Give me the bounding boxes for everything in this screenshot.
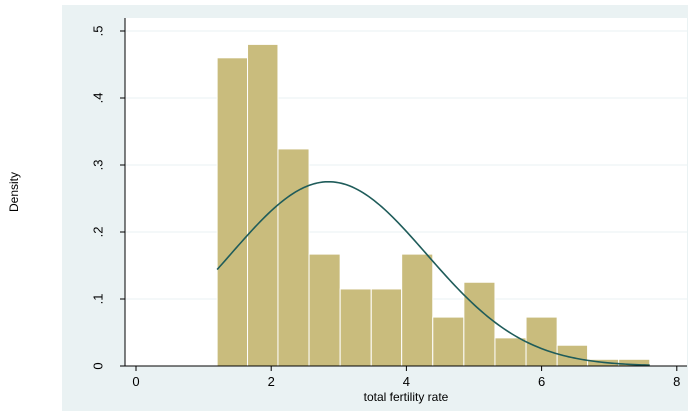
- axes: 0 2 4 6 8 0 .1 .2 .3 .4 .5: [91, 18, 687, 389]
- histogram-bar-4: [308, 253, 341, 367]
- x-tick-label-3: 6: [538, 374, 545, 389]
- y-tick-label-3: .3: [91, 160, 106, 171]
- x-tick-label-1: 2: [268, 374, 275, 389]
- histogram-bar-7: [401, 253, 434, 367]
- y-tick-label-5: .5: [91, 26, 106, 37]
- normal-density-curve: [216, 180, 650, 366]
- histogram-bar-1: [216, 57, 249, 367]
- y-tick-label-1: .1: [91, 294, 106, 305]
- y-tick-label-4: .4: [91, 93, 106, 104]
- histogram-bar-9: [463, 281, 496, 367]
- histogram-bar-5: [339, 288, 372, 367]
- y-tick-label-0: 0: [91, 362, 106, 369]
- histogram-bar-6: [370, 288, 403, 367]
- histogram-bar-11: [525, 316, 558, 367]
- histogram-bar-2: [247, 43, 279, 367]
- y-tick-label-2: .2: [91, 227, 106, 238]
- y-axis-title: Density: [7, 172, 21, 212]
- x-axis-title: total fertility rate: [364, 390, 449, 404]
- x-tick-label-0: 0: [132, 374, 139, 389]
- x-tick-label-2: 4: [403, 374, 410, 389]
- histogram-bar-8: [432, 316, 465, 367]
- histogram-bar-10: [494, 337, 527, 367]
- x-tick-label-4: 8: [673, 374, 680, 389]
- histogram-bars: [216, 43, 651, 367]
- histogram-bar-3: [277, 148, 310, 367]
